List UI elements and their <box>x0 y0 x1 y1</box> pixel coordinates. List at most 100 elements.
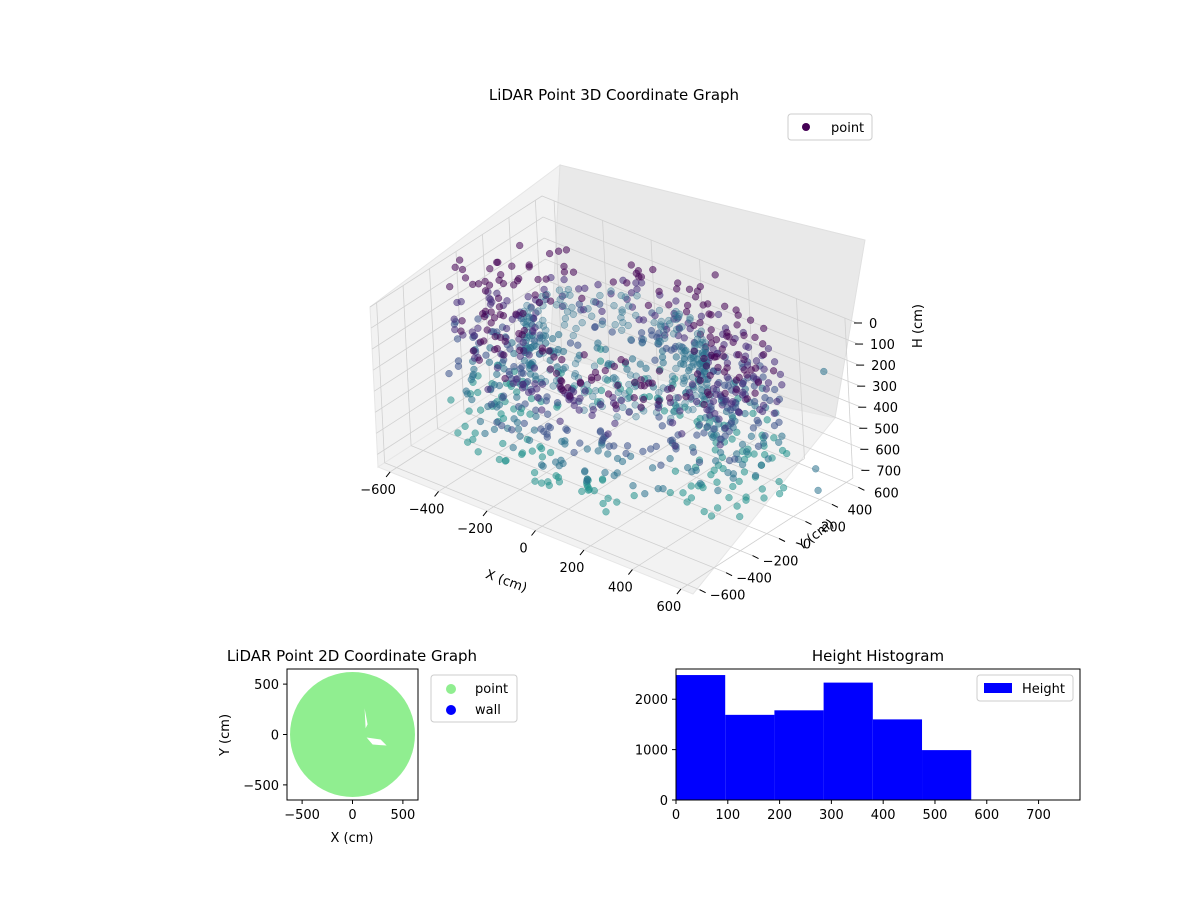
point-marker <box>712 457 720 465</box>
point-marker <box>718 401 726 409</box>
point-marker <box>510 362 518 371</box>
x-tick-label-3d: 600 <box>656 600 681 615</box>
point-marker <box>576 378 584 386</box>
point-marker <box>584 305 592 313</box>
point-marker <box>754 442 763 450</box>
point-marker <box>671 467 680 475</box>
point-marker <box>454 357 463 365</box>
point-marker <box>696 319 704 327</box>
point-marker <box>526 370 535 378</box>
point-marker <box>525 436 534 444</box>
point-marker <box>486 295 495 304</box>
point-marker <box>589 392 597 401</box>
chart-3d-title: LiDAR Point 3D Coordinate Graph <box>489 86 739 104</box>
z-tick-label-3d: 200 <box>871 359 896 374</box>
point-marker <box>514 425 523 433</box>
y-tick-label-hist: 0 <box>660 794 668 809</box>
legend-3d-label: point <box>831 121 864 136</box>
point-marker <box>684 406 692 414</box>
z-tick-label-3d: 500 <box>874 422 899 437</box>
point-marker <box>583 475 591 483</box>
point-cloud-3d <box>445 241 828 521</box>
point-marker <box>552 301 561 309</box>
point-marker <box>543 433 551 441</box>
point-marker <box>713 504 722 512</box>
y-tick-3d <box>725 572 733 577</box>
point-marker <box>548 335 557 343</box>
y-tick-3d <box>752 555 759 560</box>
point-marker <box>601 345 610 354</box>
point-marker <box>641 490 649 498</box>
point-marker <box>561 290 569 299</box>
point-marker <box>689 358 697 366</box>
y-tick-label-3d: −200 <box>763 555 799 570</box>
point-marker <box>545 347 553 355</box>
point-marker <box>483 326 491 334</box>
point-marker <box>538 380 547 388</box>
point-marker <box>775 438 783 447</box>
point-marker <box>654 485 662 493</box>
legend-histogram-label: Height <box>1022 682 1065 697</box>
point-marker <box>525 313 533 321</box>
point-marker <box>709 397 718 405</box>
z-tick-label-3d: 100 <box>870 338 895 353</box>
point-marker <box>447 396 455 404</box>
point-marker <box>732 306 740 314</box>
point-marker <box>561 437 569 445</box>
point-marker <box>544 422 552 430</box>
point-marker <box>670 330 678 338</box>
point-marker <box>576 439 584 447</box>
x-tick-3d <box>385 471 391 478</box>
plot-frame-histogram <box>675 668 1081 801</box>
point-marker <box>596 357 605 365</box>
point-marker <box>520 318 528 326</box>
point-marker <box>623 365 631 373</box>
point-marker <box>454 429 462 437</box>
point-marker <box>654 404 663 412</box>
point-marker <box>543 290 551 299</box>
point-marker <box>740 355 748 364</box>
point-marker <box>566 392 574 400</box>
point-marker <box>727 406 735 414</box>
point-marker <box>683 498 691 506</box>
point-marker <box>458 317 466 325</box>
legend-histogram-swatch <box>984 683 1012 693</box>
y-axis-label-3d: Y (cm) <box>794 517 837 555</box>
point-marker <box>608 328 616 336</box>
point-marker <box>542 275 550 283</box>
y-tick-label-3d: 0 <box>803 538 811 553</box>
y-tick-label-3d: 600 <box>874 486 899 501</box>
point-marker <box>632 413 640 421</box>
point-marker <box>627 289 636 297</box>
point-marker <box>560 262 568 271</box>
point-marker <box>625 408 633 416</box>
point-marker <box>556 295 564 304</box>
y-tick-label-2d: 0 <box>271 729 279 744</box>
point-marker <box>555 478 564 486</box>
point-marker <box>614 388 623 397</box>
point-marker <box>475 356 483 364</box>
point-marker <box>675 310 684 318</box>
point-marker <box>604 390 613 398</box>
point-marker <box>678 430 686 438</box>
point-marker <box>754 378 763 387</box>
point-marker <box>487 319 495 327</box>
point-marker <box>764 344 773 353</box>
chart-3d: LiDAR Point 3D Coordinate Graph −600 −400… <box>360 86 926 615</box>
point-marker <box>718 345 726 353</box>
point-marker <box>622 449 630 458</box>
histogram-bar <box>922 750 972 800</box>
point-marker <box>682 308 691 316</box>
point-marker <box>760 494 768 502</box>
point-marker <box>695 421 704 429</box>
legend-2d-label-point: point <box>475 682 508 697</box>
point-marker <box>732 385 741 394</box>
point-marker <box>560 275 568 284</box>
point-marker <box>725 456 734 465</box>
point-marker <box>679 374 688 382</box>
point-marker <box>539 322 548 330</box>
point-marker <box>721 389 729 397</box>
point-marker <box>728 435 736 443</box>
point-marker <box>621 293 629 301</box>
x-tick-label-2d: 0 <box>348 808 356 823</box>
